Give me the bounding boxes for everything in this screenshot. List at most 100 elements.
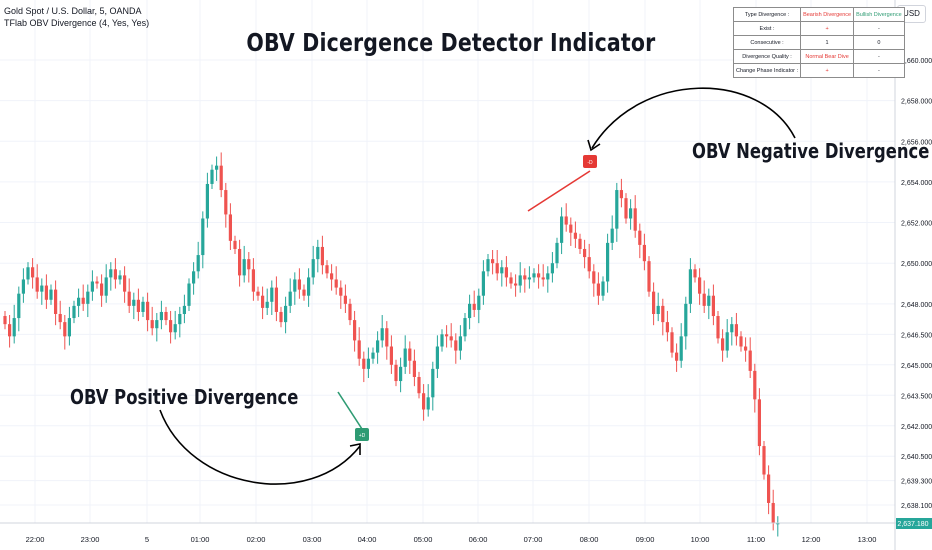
candle-body (95, 281, 99, 284)
candle-body (776, 523, 780, 525)
candle-body (537, 273, 541, 278)
table-cell-bear: 1 (800, 35, 855, 50)
candle-body (90, 281, 94, 292)
table-row: Exist : + - (732, 21, 905, 36)
y-tick-label: 2,658.000 (901, 99, 932, 106)
candle-body (435, 346, 439, 369)
candle-body (389, 346, 393, 365)
candle-body (325, 265, 329, 274)
candle-body (647, 261, 651, 292)
candle-body (173, 324, 177, 333)
candle-body (297, 279, 301, 290)
candle-body (564, 216, 568, 225)
chart-legend[interactable]: Gold Spot / U.S. Dollar, 5, OANDA TFlab … (4, 5, 149, 29)
candle-body (123, 275, 127, 292)
candle-body (555, 242, 559, 264)
candle-body (472, 303, 476, 310)
candle-body (72, 305, 76, 319)
candle-body (205, 183, 209, 219)
candle-body (210, 169, 214, 184)
candle-body (201, 218, 205, 256)
x-tick-label: 03:00 (303, 535, 322, 544)
candle-body (422, 393, 426, 410)
candle-body (417, 376, 421, 394)
candle-body (734, 324, 738, 337)
candle-body (302, 289, 306, 296)
candle-body (219, 165, 223, 191)
x-tick-label: 04:00 (358, 535, 377, 544)
candle-body (684, 303, 688, 337)
candle-body (58, 313, 62, 323)
candle-body (748, 350, 752, 371)
candle-body (196, 255, 200, 272)
candle-body (767, 474, 771, 503)
candle-body (118, 275, 122, 280)
candle-body (265, 301, 269, 308)
candle-body (385, 328, 389, 347)
candle-body (629, 208, 633, 219)
candle-body (707, 295, 711, 306)
candle-body (500, 267, 504, 274)
candle-body (744, 346, 748, 351)
candle-body (182, 305, 186, 314)
candle-body (44, 285, 48, 300)
bullish-divergence-marker (355, 428, 369, 441)
candle-body (656, 305, 660, 314)
candle-body (688, 269, 692, 304)
candle-body (242, 259, 246, 276)
candle-body (642, 244, 646, 262)
candle-body (596, 283, 600, 296)
candle-body (376, 340, 380, 353)
candle-body (81, 297, 85, 304)
candle-body (380, 328, 384, 341)
candle-body (711, 295, 715, 317)
candle-body (504, 267, 508, 278)
candle-body (357, 340, 361, 359)
candle-body (3, 316, 7, 325)
x-tick-label: 06:00 (469, 535, 488, 544)
y-tick-label: 2,646.500 (901, 332, 932, 339)
symbol-title: Gold Spot / U.S. Dollar, 5, OANDA (4, 6, 142, 16)
candle-body (610, 228, 614, 243)
candle-body (320, 246, 324, 266)
candle-body (40, 285, 44, 292)
candle-body (440, 334, 444, 347)
table-cell-label: Divergence Quality : (732, 49, 802, 64)
candle-body (35, 277, 39, 292)
candle-body (54, 289, 58, 314)
candle-body (665, 322, 669, 333)
current-price-tag: 2,637.180 (896, 518, 932, 529)
candle-body (224, 190, 228, 215)
y-tick-label: 2,638.100 (901, 503, 932, 510)
candle-body (113, 269, 117, 280)
x-tick-label: 09:00 (636, 535, 655, 544)
candle-body (546, 273, 550, 280)
x-tick-label: 02:00 (247, 535, 266, 544)
negative-divergence-label: OBV Negative Divergence (692, 139, 930, 163)
y-tick-label: 2,654.000 (901, 180, 932, 187)
candle-body (17, 293, 21, 319)
y-tick-label: 2,648.000 (901, 302, 932, 309)
candle-body (164, 311, 168, 321)
candle-body (86, 291, 90, 304)
candle-body (187, 283, 191, 306)
candle-body (601, 281, 605, 296)
positive-divergence-arrowhead (349, 443, 361, 455)
candle-body (698, 277, 702, 294)
bearish-divergence-marker (583, 155, 597, 168)
candle-body (675, 352, 679, 361)
candle-body (316, 246, 320, 260)
candle-body (619, 190, 623, 199)
x-tick-label: 22:00 (26, 535, 45, 544)
candle-body (12, 318, 16, 337)
positive-divergence-label: OBV Positive Divergence (70, 385, 299, 409)
candle-body (288, 291, 292, 306)
candle-body (63, 322, 67, 337)
y-tick-label: 2,640.500 (901, 454, 932, 461)
candle-body (261, 295, 265, 308)
candle-body (541, 277, 545, 280)
candle-body (652, 291, 656, 314)
candle-body (215, 165, 219, 170)
candle-body (431, 368, 435, 398)
